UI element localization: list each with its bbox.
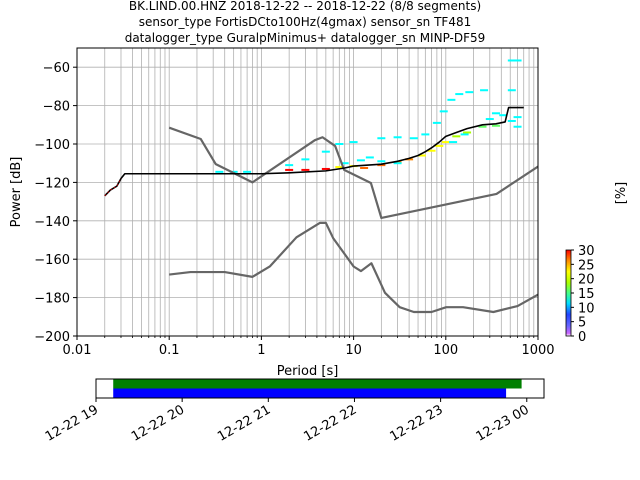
colorbar-label: [%] (614, 182, 629, 205)
y-tick-label: −80 (43, 100, 70, 115)
pdf-cell (421, 133, 430, 136)
y-axis-label: Power [dB] (9, 157, 24, 228)
pdf-cell (507, 59, 516, 62)
pdf-cell (427, 149, 436, 152)
pdf-cell (480, 89, 489, 92)
pdf-cell (465, 91, 474, 94)
colorbar-tick-label: 25 (578, 258, 595, 273)
y-tick-label: −160 (34, 253, 70, 268)
pdf-cell (441, 141, 450, 144)
pdf-cell (432, 121, 441, 124)
pdf-cell (340, 162, 349, 165)
pdf-cell (405, 158, 414, 161)
pdf-cell (360, 167, 369, 169)
pdf-cell (417, 154, 426, 157)
pdf-cell (513, 116, 522, 119)
pdf-cell (377, 164, 386, 167)
colorbar-tick-label: 20 (578, 273, 595, 288)
pdf-cell (243, 170, 252, 173)
pdf-cell (485, 118, 494, 121)
pdf-cell (393, 136, 402, 139)
title-line: datalogger_type GuralpMinimus+ datalogge… (125, 31, 486, 45)
y-tick-label: −60 (43, 61, 70, 76)
grid (77, 48, 538, 336)
timeline-tick-label: 12-22 22 (301, 402, 359, 444)
pdf-cell (335, 166, 344, 169)
pdf-cell (365, 156, 374, 159)
pdf-cell (507, 119, 516, 122)
pdf-cell (439, 110, 448, 113)
pdf-cell (513, 59, 522, 62)
pdf-cell (349, 141, 358, 144)
pdf-cell (491, 124, 500, 127)
colorbar-tick-label: 0 (578, 330, 586, 345)
pdf-cell (435, 144, 444, 147)
plot-area (77, 48, 538, 336)
pdf-cell (513, 125, 522, 128)
x-tick-label: 0.01 (63, 343, 92, 358)
pdf-cell (449, 141, 458, 144)
y-tick-label: −120 (34, 176, 70, 191)
timeline-tick-label: 12-22 19 (43, 402, 101, 444)
x-tick-label: 100 (433, 343, 458, 358)
timeline-tick-label: 12-23 00 (474, 402, 532, 444)
psd-plot: 0.01 0.1 1 10 100 1000 Period [s] −60 −80 −100 −12… (9, 47, 555, 379)
figure-title: BK.LIND.00.HNZ 2018-12-22 -- 2018-12-22 … (125, 0, 486, 45)
pdf-cell (377, 160, 386, 163)
pdf-cell (301, 158, 310, 161)
y-tick-label: −100 (34, 138, 70, 153)
data-available-bar (113, 379, 522, 389)
y-tick-label: −140 (34, 215, 70, 230)
pdf-cell (447, 98, 456, 101)
colorbar-tick-label: 10 (578, 301, 595, 316)
colorbar-scale (565, 249, 572, 337)
pdf-cell (335, 143, 344, 145)
x-tick-label: 1000 (521, 343, 554, 358)
title-line: sensor_type FortisDCto100Hz(4gmax) senso… (139, 15, 471, 29)
y-tick-label: −200 (34, 330, 70, 345)
pdf-cell (507, 89, 516, 92)
pdf-cell (499, 114, 508, 117)
x-axis: 0.01 0.1 1 10 100 1000 Period [s] (63, 336, 555, 379)
x-tick-label: 10 (345, 343, 362, 358)
pdf-cell (301, 168, 310, 171)
pdf-cell (393, 162, 402, 165)
mode-start-accent (104, 178, 122, 197)
pdf-cell (321, 150, 330, 153)
noise-model-high-line (168, 126, 538, 220)
pdf-cell (285, 164, 294, 167)
pdf-cell (452, 135, 461, 138)
plot-frame (76, 47, 539, 337)
psd-used-bar (113, 388, 507, 398)
pdf-cell (215, 170, 224, 173)
timeline-tick-label: 12-22 23 (387, 402, 445, 444)
pdf-cell (460, 133, 469, 136)
timeline-frame (95, 378, 545, 399)
pdf-cell (377, 137, 386, 140)
timeline-tick-label: 12-22 21 (215, 402, 273, 444)
timeline-plot: 12-22 19 12-22 20 12-22 21 12-22 22 12-22 23… (43, 378, 545, 445)
colorbar-tick-label: 15 (578, 287, 595, 302)
y-tick-label: −180 (34, 292, 70, 307)
x-tick-label: 1 (257, 343, 265, 358)
pdf-cell (321, 167, 330, 170)
timeline-tick-label: 12-22 20 (129, 402, 187, 444)
pdf-cell (491, 112, 500, 115)
colorbar-tick-label: 30 (578, 244, 595, 259)
pdf-cell (356, 159, 365, 162)
x-tick-label: 0.1 (159, 343, 180, 358)
pdf-cell (455, 93, 464, 96)
pdf-cell (285, 168, 294, 171)
y-axis: −60 −80 −100 −120 −140 −160 −180 −200 Power [dB] (9, 61, 77, 345)
mode-line (104, 106, 524, 197)
title-line: BK.LIND.00.HNZ 2018-12-22 -- 2018-12-22 … (129, 0, 481, 13)
x-axis-label: Period [s] (277, 364, 339, 379)
pdf-cell (409, 137, 418, 140)
noise-model-low-line (169, 221, 538, 314)
pdf-cell (463, 131, 472, 134)
pdf-cell (478, 125, 487, 128)
colorbar-tick-label: 5 (578, 316, 586, 331)
